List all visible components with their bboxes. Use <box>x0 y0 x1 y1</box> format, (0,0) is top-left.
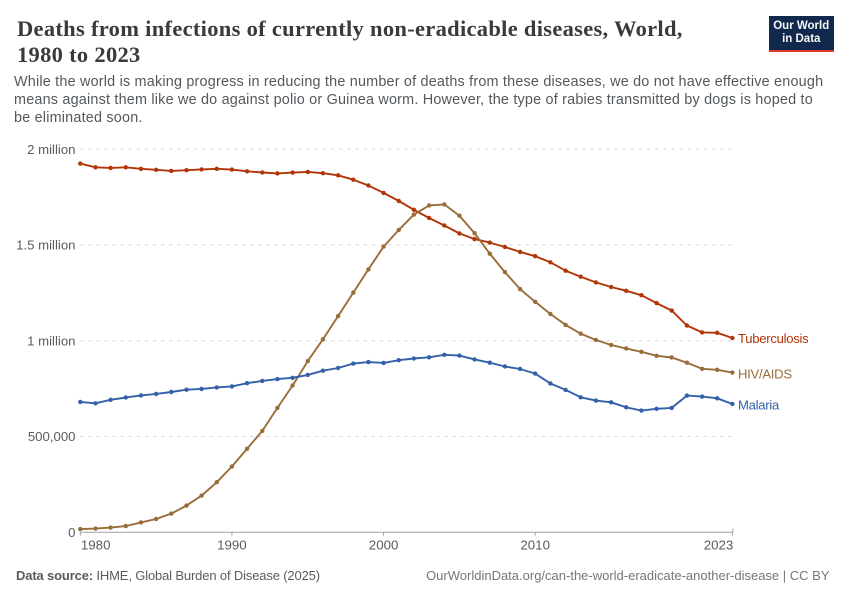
svg-text:2 million: 2 million <box>27 142 75 157</box>
svg-text:500,000: 500,000 <box>28 429 76 444</box>
svg-text:2010: 2010 <box>520 538 550 553</box>
svg-text:2000: 2000 <box>369 538 399 553</box>
svg-text:Malaria: Malaria <box>738 397 780 412</box>
svg-text:1980: 1980 <box>81 538 111 553</box>
svg-text:1.5 million: 1.5 million <box>16 238 75 253</box>
svg-text:HIV/AIDS: HIV/AIDS <box>738 367 792 382</box>
svg-text:1990: 1990 <box>217 538 247 553</box>
svg-text:Tuberculosis: Tuberculosis <box>738 331 809 346</box>
svg-text:0: 0 <box>68 525 75 540</box>
svg-text:2023: 2023 <box>704 538 734 553</box>
svg-text:1 million: 1 million <box>27 334 75 349</box>
